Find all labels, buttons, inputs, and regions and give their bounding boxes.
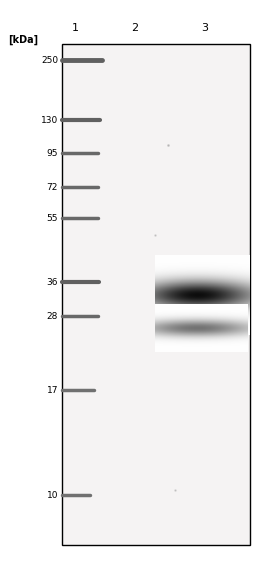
Text: 250: 250 [41, 56, 58, 64]
Text: 17: 17 [47, 386, 58, 394]
Text: 130: 130 [41, 116, 58, 125]
Text: 72: 72 [47, 183, 58, 192]
Text: [kDa]: [kDa] [8, 35, 38, 45]
Text: 55: 55 [47, 213, 58, 222]
Text: 3: 3 [201, 23, 208, 33]
Bar [62, 44, 250, 545]
Text: 2: 2 [131, 23, 138, 33]
Text: 1: 1 [71, 23, 79, 33]
Text: 10: 10 [47, 490, 58, 500]
Text: 95: 95 [47, 149, 58, 158]
Text: 28: 28 [47, 311, 58, 320]
Text: 36: 36 [47, 278, 58, 287]
